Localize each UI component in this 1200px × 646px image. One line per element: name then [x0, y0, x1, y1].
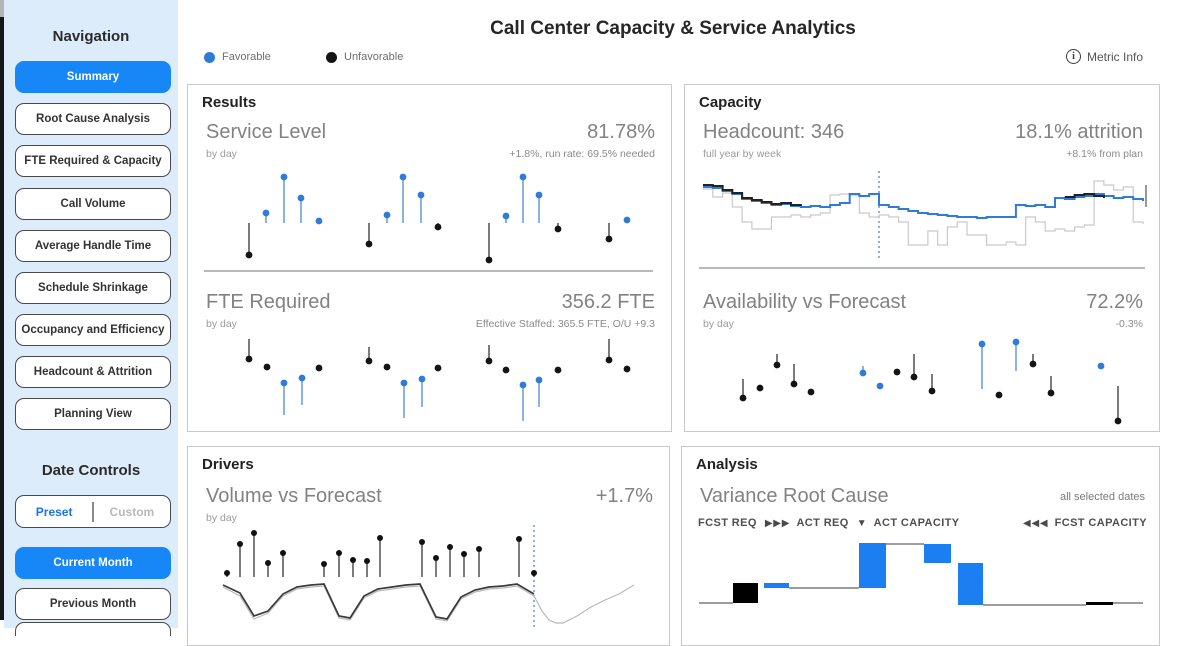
- sidebar-item-fte-required-capacity[interactable]: FTE Required & Capacity: [15, 145, 171, 177]
- volume-value: +1.7%: [595, 485, 653, 507]
- flow-act-capacity: ACT CAPACITY: [873, 517, 960, 529]
- results-panel-title: Results: [202, 94, 257, 111]
- flow-act-req: ACT REQ: [796, 517, 849, 529]
- preset-custom-toggle: Preset Custom: [15, 495, 171, 528]
- fte-required-value-note: Effective Staffed: 365.5 FTE, O/U +9.3: [475, 318, 655, 330]
- availability-value: 72.2%: [1086, 291, 1143, 313]
- analysis-panel: Analysis Variance Root Cause all selecte…: [681, 446, 1160, 646]
- metric-info-button[interactable]: i Metric Info: [1066, 49, 1143, 64]
- flow-fcst-capacity: FCST CAPACITY: [1054, 517, 1147, 529]
- arrows-left-icon: ◀ ◀ ◀: [1022, 517, 1048, 529]
- drivers-panel-title: Drivers: [202, 456, 254, 473]
- results-panel: Results Service Level by day 81.78% +1.8…: [187, 84, 672, 432]
- date-item-current-month[interactable]: Current Month: [15, 547, 171, 579]
- attrition-value-note: +8.1% from plan: [1066, 148, 1143, 160]
- favorable-dot-icon: [204, 51, 215, 63]
- fte-required-subtitle: by day: [206, 318, 237, 330]
- sidebar-item-average-handle-time[interactable]: Average Handle Time: [15, 230, 171, 262]
- date-controls-heading: Date Controls: [41, 462, 141, 479]
- fte-required-title: FTE Required: [206, 291, 331, 313]
- analysis-panel-title: Analysis: [696, 456, 758, 473]
- legend-item-favorable: Favorable: [204, 51, 271, 63]
- headcount-subtitle: full year by week: [703, 148, 782, 160]
- service-level-subtitle: by day: [206, 148, 237, 160]
- sidebar-item-headcount-attrition[interactable]: Headcount & Attrition: [15, 356, 171, 388]
- volume-chart[interactable]: [198, 523, 661, 634]
- attrition-value: 18.1% attrition: [1015, 121, 1143, 143]
- arrows-right-icon: ▶ ▶ ▶: [764, 517, 790, 529]
- availability-value-note: -0.3%: [1115, 318, 1143, 330]
- flow-fcst-req: FCST REQ: [698, 517, 757, 529]
- sidebar-item-occupancy-efficiency[interactable]: Occupancy and Efficiency: [15, 314, 171, 346]
- capacity-panel: Capacity Headcount: 346 full year by wee…: [684, 84, 1160, 432]
- metric-info-label: Metric Info: [1087, 49, 1144, 64]
- preset-toggle-button[interactable]: Preset: [35, 504, 73, 519]
- window-edge-notch: [0, 0, 4, 17]
- variance-waterfall-chart[interactable]: [682, 535, 1161, 634]
- headcount-chart[interactable]: [695, 167, 1151, 282]
- navigation-heading: Navigation: [52, 28, 130, 45]
- custom-toggle-button[interactable]: Custom: [109, 504, 155, 519]
- sidebar-item-call-volume[interactable]: Call Volume: [15, 188, 171, 220]
- service-level-value: 81.78%: [587, 121, 655, 143]
- availability-title: Availability vs Forecast: [703, 291, 907, 313]
- sidebar-item-summary[interactable]: Summary: [15, 61, 171, 93]
- sidebar-item-schedule-shrinkage[interactable]: Schedule Shrinkage: [15, 272, 171, 304]
- arrow-down-icon: ▼: [856, 517, 867, 529]
- variance-date-note: all selected dates: [1060, 491, 1145, 503]
- window-edge-strip: [0, 0, 4, 620]
- availability-subtitle: by day: [703, 318, 734, 330]
- unfavorable-dot-icon: [326, 51, 337, 63]
- fte-required-value: 356.2 FTE: [561, 291, 655, 313]
- volume-title: Volume vs Forecast: [206, 485, 382, 507]
- date-item-partial[interactable]: [15, 622, 171, 636]
- capacity-panel-title: Capacity: [699, 94, 762, 111]
- legend-item-unfavorable: Unfavorable: [326, 51, 403, 63]
- availability-chart[interactable]: [695, 337, 1151, 434]
- service-level-title: Service Level: [206, 121, 327, 143]
- favorable-label: Favorable: [222, 51, 271, 63]
- fte-required-chart[interactable]: [198, 337, 663, 434]
- date-item-previous-month[interactable]: Previous Month: [15, 588, 171, 620]
- volume-subtitle: by day: [206, 512, 237, 524]
- service-level-value-note: +1.8%, run rate: 69.5% needed: [509, 148, 655, 160]
- sidebar: Navigation Summary Root Cause Analysis F…: [4, 0, 178, 636]
- toggle-divider: [92, 501, 94, 522]
- unfavorable-label: Unfavorable: [344, 51, 404, 63]
- sidebar-item-planning-view[interactable]: Planning View: [15, 398, 171, 430]
- info-icon: i: [1066, 49, 1081, 64]
- variance-flow-labels: FCST REQ ▶ ▶ ▶ ACT REQ ▼ ACT CAPACITY ◀ …: [698, 517, 1147, 529]
- variance-title: Variance Root Cause: [700, 485, 889, 507]
- headcount-title: Headcount: 346: [703, 121, 845, 143]
- sidebar-item-root-cause-analysis[interactable]: Root Cause Analysis: [15, 103, 171, 135]
- page-title: Call Center Capacity & Service Analytics: [490, 18, 856, 39]
- service-level-chart[interactable]: [198, 163, 663, 280]
- drivers-panel: Drivers Volume vs Forecast by day +1.7%: [187, 446, 670, 646]
